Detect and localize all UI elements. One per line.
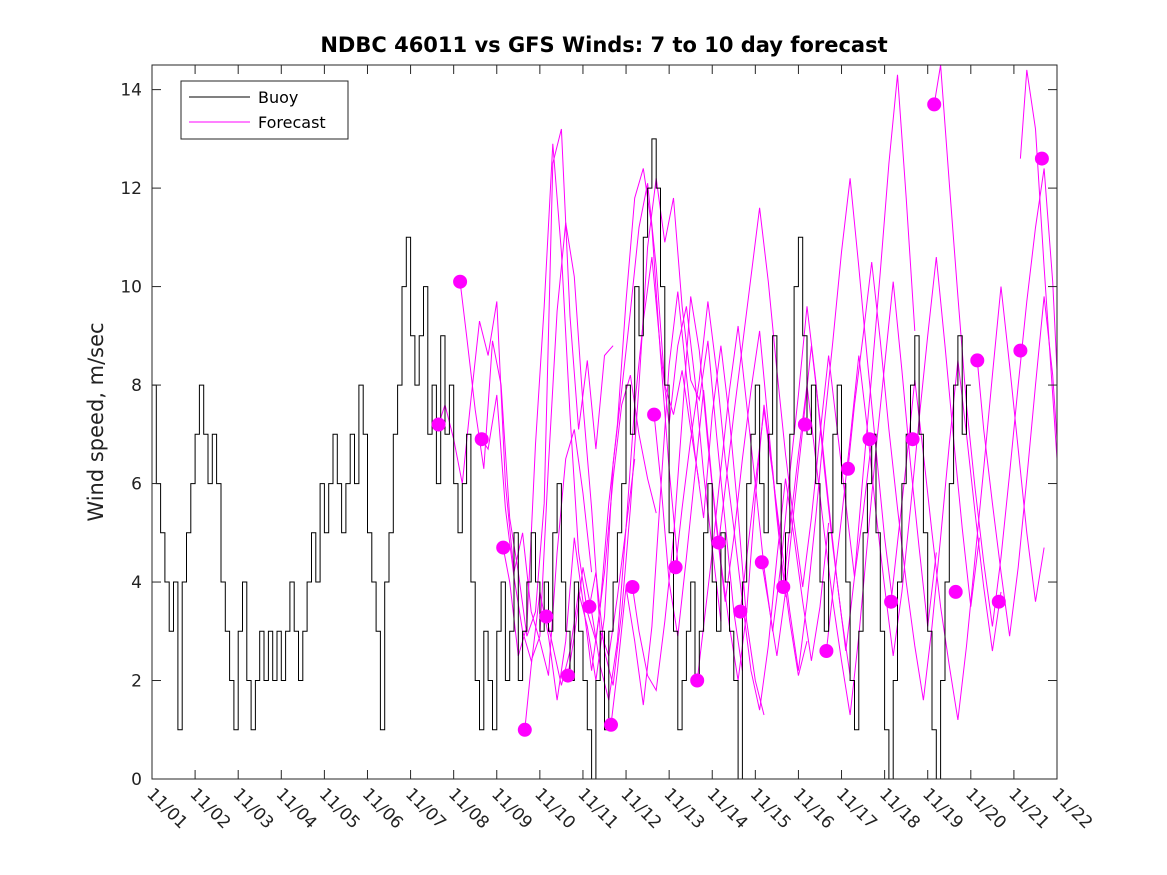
forecast-marker (625, 580, 640, 594)
y-axis-label: Wind speed, m/sec (84, 322, 108, 521)
legend-forecast-label: Forecast (258, 113, 326, 132)
y-tick-label: 10 (120, 278, 142, 298)
forecast-marker (1013, 343, 1028, 358)
legend-box (180, 80, 349, 140)
forecast-marker (776, 580, 791, 594)
forecast-marker (711, 535, 726, 550)
forecast-line (459, 128, 614, 637)
forecast-line (976, 296, 1058, 637)
forecast-marker (927, 97, 942, 112)
forecast-marker (647, 407, 662, 422)
forecast-marker (668, 560, 683, 575)
forecast-line (1019, 69, 1058, 459)
forecast-line (847, 261, 1002, 701)
forecast-marker (539, 609, 554, 624)
buoy-series (152, 138, 971, 780)
forecast-marker (841, 461, 855, 476)
forecast-line (588, 178, 743, 686)
forecast-marker (970, 353, 985, 368)
forecast-marker (431, 417, 446, 432)
forecast-marker (517, 722, 532, 737)
forecast-marker (754, 555, 769, 570)
buoy-line (152, 138, 971, 780)
chart-title: NDBC 46011 vs GFS Winds: 7 to 10 day for… (320, 33, 887, 57)
y-tick-label: 4 (131, 573, 142, 593)
y-tick-label: 2 (131, 672, 142, 692)
forecast-marker (862, 432, 877, 447)
axes-box (151, 64, 1058, 780)
forecast-marker (474, 432, 489, 447)
forecast-marker (948, 584, 963, 599)
forecast-line (739, 178, 894, 671)
forecast-line (632, 296, 786, 692)
forecast-line (610, 291, 765, 725)
forecast-line (675, 301, 830, 711)
forecast-marker (905, 432, 920, 447)
forecast-marker (453, 274, 468, 289)
forecast-marker (496, 540, 511, 555)
forecast-markers (431, 97, 1049, 737)
forecast-marker (884, 594, 899, 609)
y-tick-label: 8 (131, 376, 142, 396)
forecast-marker (819, 644, 834, 658)
forecast-marker (582, 599, 597, 614)
forecast-marker (604, 717, 618, 732)
legend-buoy-label: Buoy (258, 88, 298, 107)
y-axis: 0 2 4 6 8 10 12 14 (120, 81, 1057, 790)
y-tick-label: 12 (120, 179, 142, 199)
forecast-marker (560, 668, 575, 683)
forecast-marker (991, 594, 1006, 609)
forecast-marker (690, 673, 705, 688)
y-tick-label: 0 (131, 770, 142, 790)
y-tick-label: 6 (131, 475, 142, 495)
y-tick-label: 14 (120, 81, 142, 101)
forecast-marker (733, 604, 748, 619)
forecast-marker (797, 417, 812, 432)
forecast-marker (1034, 151, 1049, 166)
legend: Buoy Forecast (180, 80, 349, 140)
